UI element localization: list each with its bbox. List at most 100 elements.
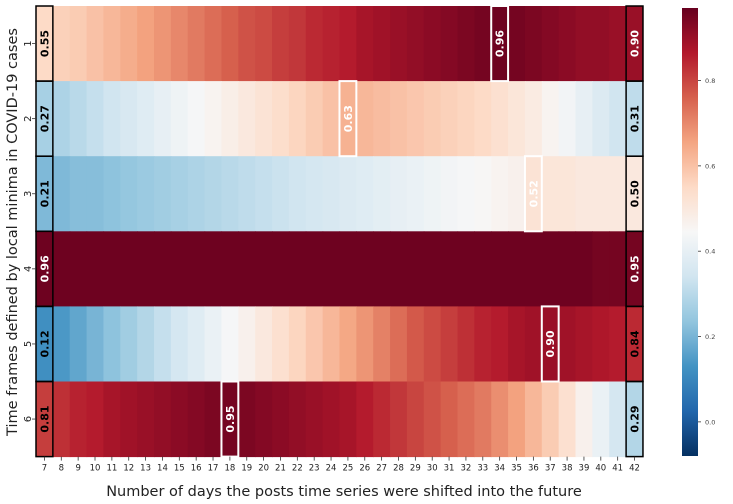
heatmap-cell <box>491 6 509 82</box>
x-tick-label: 28 <box>393 464 404 474</box>
heatmap-cell <box>322 231 341 307</box>
x-axis-ticks: 7 8 9 10 11 12 13 14 15 16 17 18 19 20 21 22 23 24 25 26 27 2… <box>42 456 640 474</box>
max-value-label: 0.95 <box>224 405 237 432</box>
heatmap-cell <box>373 231 391 307</box>
heatmap-cells <box>36 6 644 458</box>
x-tick-label: 17 <box>208 464 219 474</box>
heatmap-cell <box>187 231 206 307</box>
heatmap-cell <box>339 231 357 307</box>
heatmap-cell <box>390 306 408 382</box>
heatmap-cell <box>491 231 509 307</box>
max-value-label: 0.52 <box>527 180 540 207</box>
heatmap-cell <box>120 381 138 458</box>
heatmap-cell <box>288 231 307 307</box>
heatmap-cell <box>626 231 644 307</box>
x-tick-label: 24 <box>326 464 337 474</box>
cell-labels: 0.55 0.90 0.96 0.27 0.31 0.63 0.21 0.50 0.52 0.96… <box>38 30 641 433</box>
heatmap-cell <box>288 156 307 232</box>
start-value-label: 0.81 <box>38 405 51 432</box>
heatmap-cell <box>474 6 492 82</box>
x-tick-label: 9 <box>75 464 80 474</box>
heatmap-cell <box>440 6 459 82</box>
x-tick-label: 41 <box>612 464 623 474</box>
heatmap-cell <box>69 81 88 157</box>
heatmap-cell <box>423 6 442 82</box>
max-cell-highlight <box>540 305 560 383</box>
x-tick-label: 39 <box>579 464 590 474</box>
heatmap-cell <box>238 231 256 307</box>
heatmap-cell <box>508 306 526 382</box>
heatmap-cell <box>221 231 239 307</box>
heatmap-cell <box>609 81 627 157</box>
start-value-label: 0.96 <box>38 255 51 282</box>
heatmap-cell <box>238 81 256 157</box>
heatmap-cell <box>356 381 374 458</box>
x-tick-label: 42 <box>629 464 640 474</box>
x-tick-label: 35 <box>511 464 522 474</box>
heatmap-cell <box>356 156 374 232</box>
heatmap-cell <box>575 156 593 232</box>
end-value-label: 0.90 <box>629 30 642 57</box>
heatmap-cell <box>575 6 593 82</box>
heatmap-cell <box>356 6 374 82</box>
heatmap-cell <box>373 81 391 157</box>
heatmap-cell <box>170 306 189 382</box>
x-tick-label: 18 <box>224 464 235 474</box>
heatmap-cell <box>103 81 121 157</box>
max-value-label: 0.63 <box>342 105 355 132</box>
heatmap-cell <box>558 81 577 157</box>
heatmap-cell <box>69 306 88 382</box>
heatmap-cell <box>69 381 88 458</box>
heatmap-cell <box>626 81 644 157</box>
heatmap-cell <box>440 81 459 157</box>
heatmap-cell <box>406 231 425 307</box>
heatmap-cell <box>154 381 172 458</box>
heatmap-cell <box>457 6 475 82</box>
x-tick-label: 29 <box>410 464 421 474</box>
heatmap-cell <box>36 81 54 157</box>
heatmap-cell <box>36 306 54 382</box>
heatmap-cell <box>474 156 492 232</box>
heatmap-cell <box>272 6 290 82</box>
heatmap-cell <box>339 306 357 382</box>
heatmap-cell <box>575 306 593 382</box>
start-value-label: 0.55 <box>38 30 51 57</box>
max-highlights <box>220 5 560 458</box>
heatmap-cell <box>373 6 391 82</box>
heatmap-cell <box>558 156 577 232</box>
heatmap-cell <box>288 6 307 82</box>
colorbar-tick-label: 0.6 <box>705 162 715 170</box>
heatmap-cell <box>406 381 425 458</box>
heatmap-cell <box>120 81 138 157</box>
heatmap-cell <box>52 306 71 382</box>
y-axis-label: Time frames defined by local minima in C… <box>5 28 21 437</box>
heatmap-cell <box>204 381 223 458</box>
heatmap-cell <box>626 306 644 382</box>
heatmap-cell <box>86 81 105 157</box>
heatmap-cell <box>575 381 593 458</box>
y-tick-label: 1 <box>23 40 34 46</box>
heatmap-cell <box>238 381 256 458</box>
heatmap-cell <box>288 381 307 458</box>
heatmap-cell <box>52 231 71 307</box>
heatmap-cell <box>120 6 138 82</box>
heatmap-cell <box>103 381 121 458</box>
heatmap-cell <box>440 381 459 458</box>
max-value-label: 0.96 <box>494 30 507 57</box>
heatmap-cell <box>457 81 475 157</box>
heatmap-cell <box>406 156 425 232</box>
heatmap-cell <box>272 81 290 157</box>
x-tick-label: 23 <box>309 464 320 474</box>
heatmap-cell <box>86 156 105 232</box>
heatmap-cell <box>575 231 593 307</box>
heatmap-cell <box>52 81 71 157</box>
heatmap-cell <box>541 381 560 458</box>
x-tick-label: 14 <box>157 464 168 474</box>
heatmap-cell <box>626 381 644 458</box>
heatmap-cell <box>204 306 223 382</box>
x-tick-label: 26 <box>359 464 370 474</box>
heatmap-cell <box>474 231 492 307</box>
heatmap-cell <box>373 381 391 458</box>
heatmap-cell <box>474 81 492 157</box>
